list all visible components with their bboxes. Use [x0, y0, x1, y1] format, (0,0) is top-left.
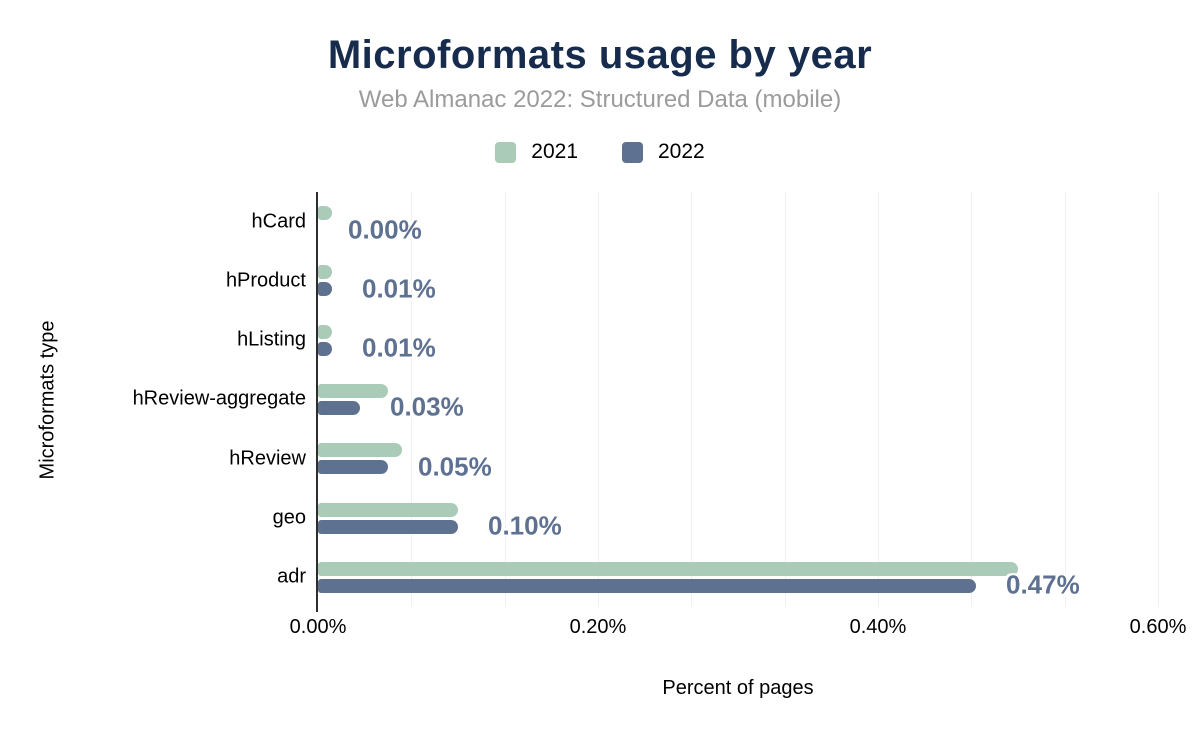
- bar-2021-geo[interactable]: [318, 502, 458, 517]
- bar-2022-adr[interactable]: [318, 578, 976, 593]
- bar-2021-hCard[interactable]: [318, 206, 332, 221]
- category-label-geo: geo: [272, 506, 306, 529]
- x-tick-label: 0.60%: [1129, 616, 1187, 638]
- gridline: [784, 192, 786, 607]
- bar-2022-hProduct[interactable]: [318, 282, 332, 297]
- x-tick-label: 0.40%: [849, 616, 907, 638]
- bars-hListing: [318, 311, 1158, 370]
- bar-2021-adr[interactable]: [318, 561, 1018, 576]
- x-tick-label: 0.00%: [289, 616, 347, 638]
- category-label-hReview: hReview: [229, 447, 306, 470]
- legend-item-2022[interactable]: 2022: [622, 140, 705, 164]
- category-label-adr: adr: [277, 565, 306, 588]
- bar-2021-hReview-aggregate[interactable]: [318, 383, 388, 398]
- bars-geo: [318, 488, 1158, 547]
- bar-2021-hReview[interactable]: [318, 443, 402, 458]
- data-label-adr: 0.47%: [1006, 569, 1080, 600]
- y-axis-title: Microformats type: [36, 320, 59, 480]
- bars-hCard: [318, 192, 1158, 251]
- data-label-hReview: 0.05%: [417, 451, 492, 482]
- gridline: [691, 192, 693, 607]
- bar-2021-hProduct[interactable]: [318, 265, 332, 280]
- gridline: [1158, 192, 1159, 607]
- data-label-geo: 0.10%: [487, 510, 562, 541]
- gridline: [1064, 192, 1066, 607]
- x-tick-label: 0.20%: [569, 616, 627, 638]
- legend-item-2021[interactable]: 2021: [495, 140, 578, 164]
- bar-2022-hReview-aggregate[interactable]: [318, 400, 360, 415]
- bars-adr: [318, 548, 1158, 607]
- data-label-hListing: 0.01%: [362, 332, 436, 363]
- bar-group-hListing: hListing 0.01%: [237, 311, 1158, 370]
- gridline: [877, 192, 879, 607]
- category-label-hListing: hListing: [237, 328, 306, 351]
- bar-group-hReview-aggregate: hReview-aggregate 0.03%: [133, 370, 1158, 429]
- bar-2022-geo[interactable]: [318, 519, 458, 534]
- y-axis-line: [316, 192, 318, 612]
- data-label-hReview-aggregate: 0.03%: [390, 391, 464, 422]
- legend-swatch-2022-icon: [622, 141, 643, 163]
- bar-group-hCard: hCard 0.00%: [252, 192, 1158, 251]
- bar-2022-hListing[interactable]: [318, 341, 332, 356]
- legend-label-2021: 2021: [531, 140, 578, 163]
- category-label-hProduct: hProduct: [225, 269, 306, 292]
- bar-group-hReview: hReview 0.05%: [229, 429, 1158, 488]
- category-label-hCard: hCard: [251, 210, 306, 233]
- gridline: [971, 192, 973, 607]
- data-label-hProduct: 0.01%: [362, 273, 436, 304]
- x-axis-title: Percent of pages: [662, 677, 814, 699]
- legend-swatch-2021-icon: [495, 141, 517, 163]
- bar-2021-hListing[interactable]: [318, 324, 332, 339]
- chart-subtitle: Web Almanac 2022: Structured Data (mobil…: [358, 86, 842, 113]
- legend: 2021 2022: [0, 140, 1200, 164]
- legend-label-2022: 2022: [658, 140, 705, 163]
- bars-hProduct: [318, 251, 1158, 310]
- chart-title: Microformats usage by year: [327, 33, 873, 77]
- bars-hReview-aggregate: [318, 370, 1158, 429]
- category-label-hReview-aggregate: hReview-aggregate: [132, 387, 306, 410]
- gridline: [504, 192, 506, 607]
- gridline: [597, 192, 599, 607]
- bar-group-hProduct: hProduct 0.01%: [226, 251, 1158, 310]
- bar-2022-hReview[interactable]: [318, 460, 388, 475]
- x-axis-ticks: 0.00% 0.20% 0.40% 0.60%: [290, 616, 1187, 642]
- plot-area: hCard 0.00% hProduct 0.01% hListing 0.01% hRev…: [133, 192, 1159, 607]
- data-label-hCard: 0.00%: [348, 214, 422, 245]
- gridline: [411, 192, 413, 607]
- bar-group-geo: geo 0.10%: [273, 488, 1158, 547]
- bar-group-adr: adr 0.47%: [277, 548, 1158, 607]
- bars-hReview: [318, 429, 1158, 488]
